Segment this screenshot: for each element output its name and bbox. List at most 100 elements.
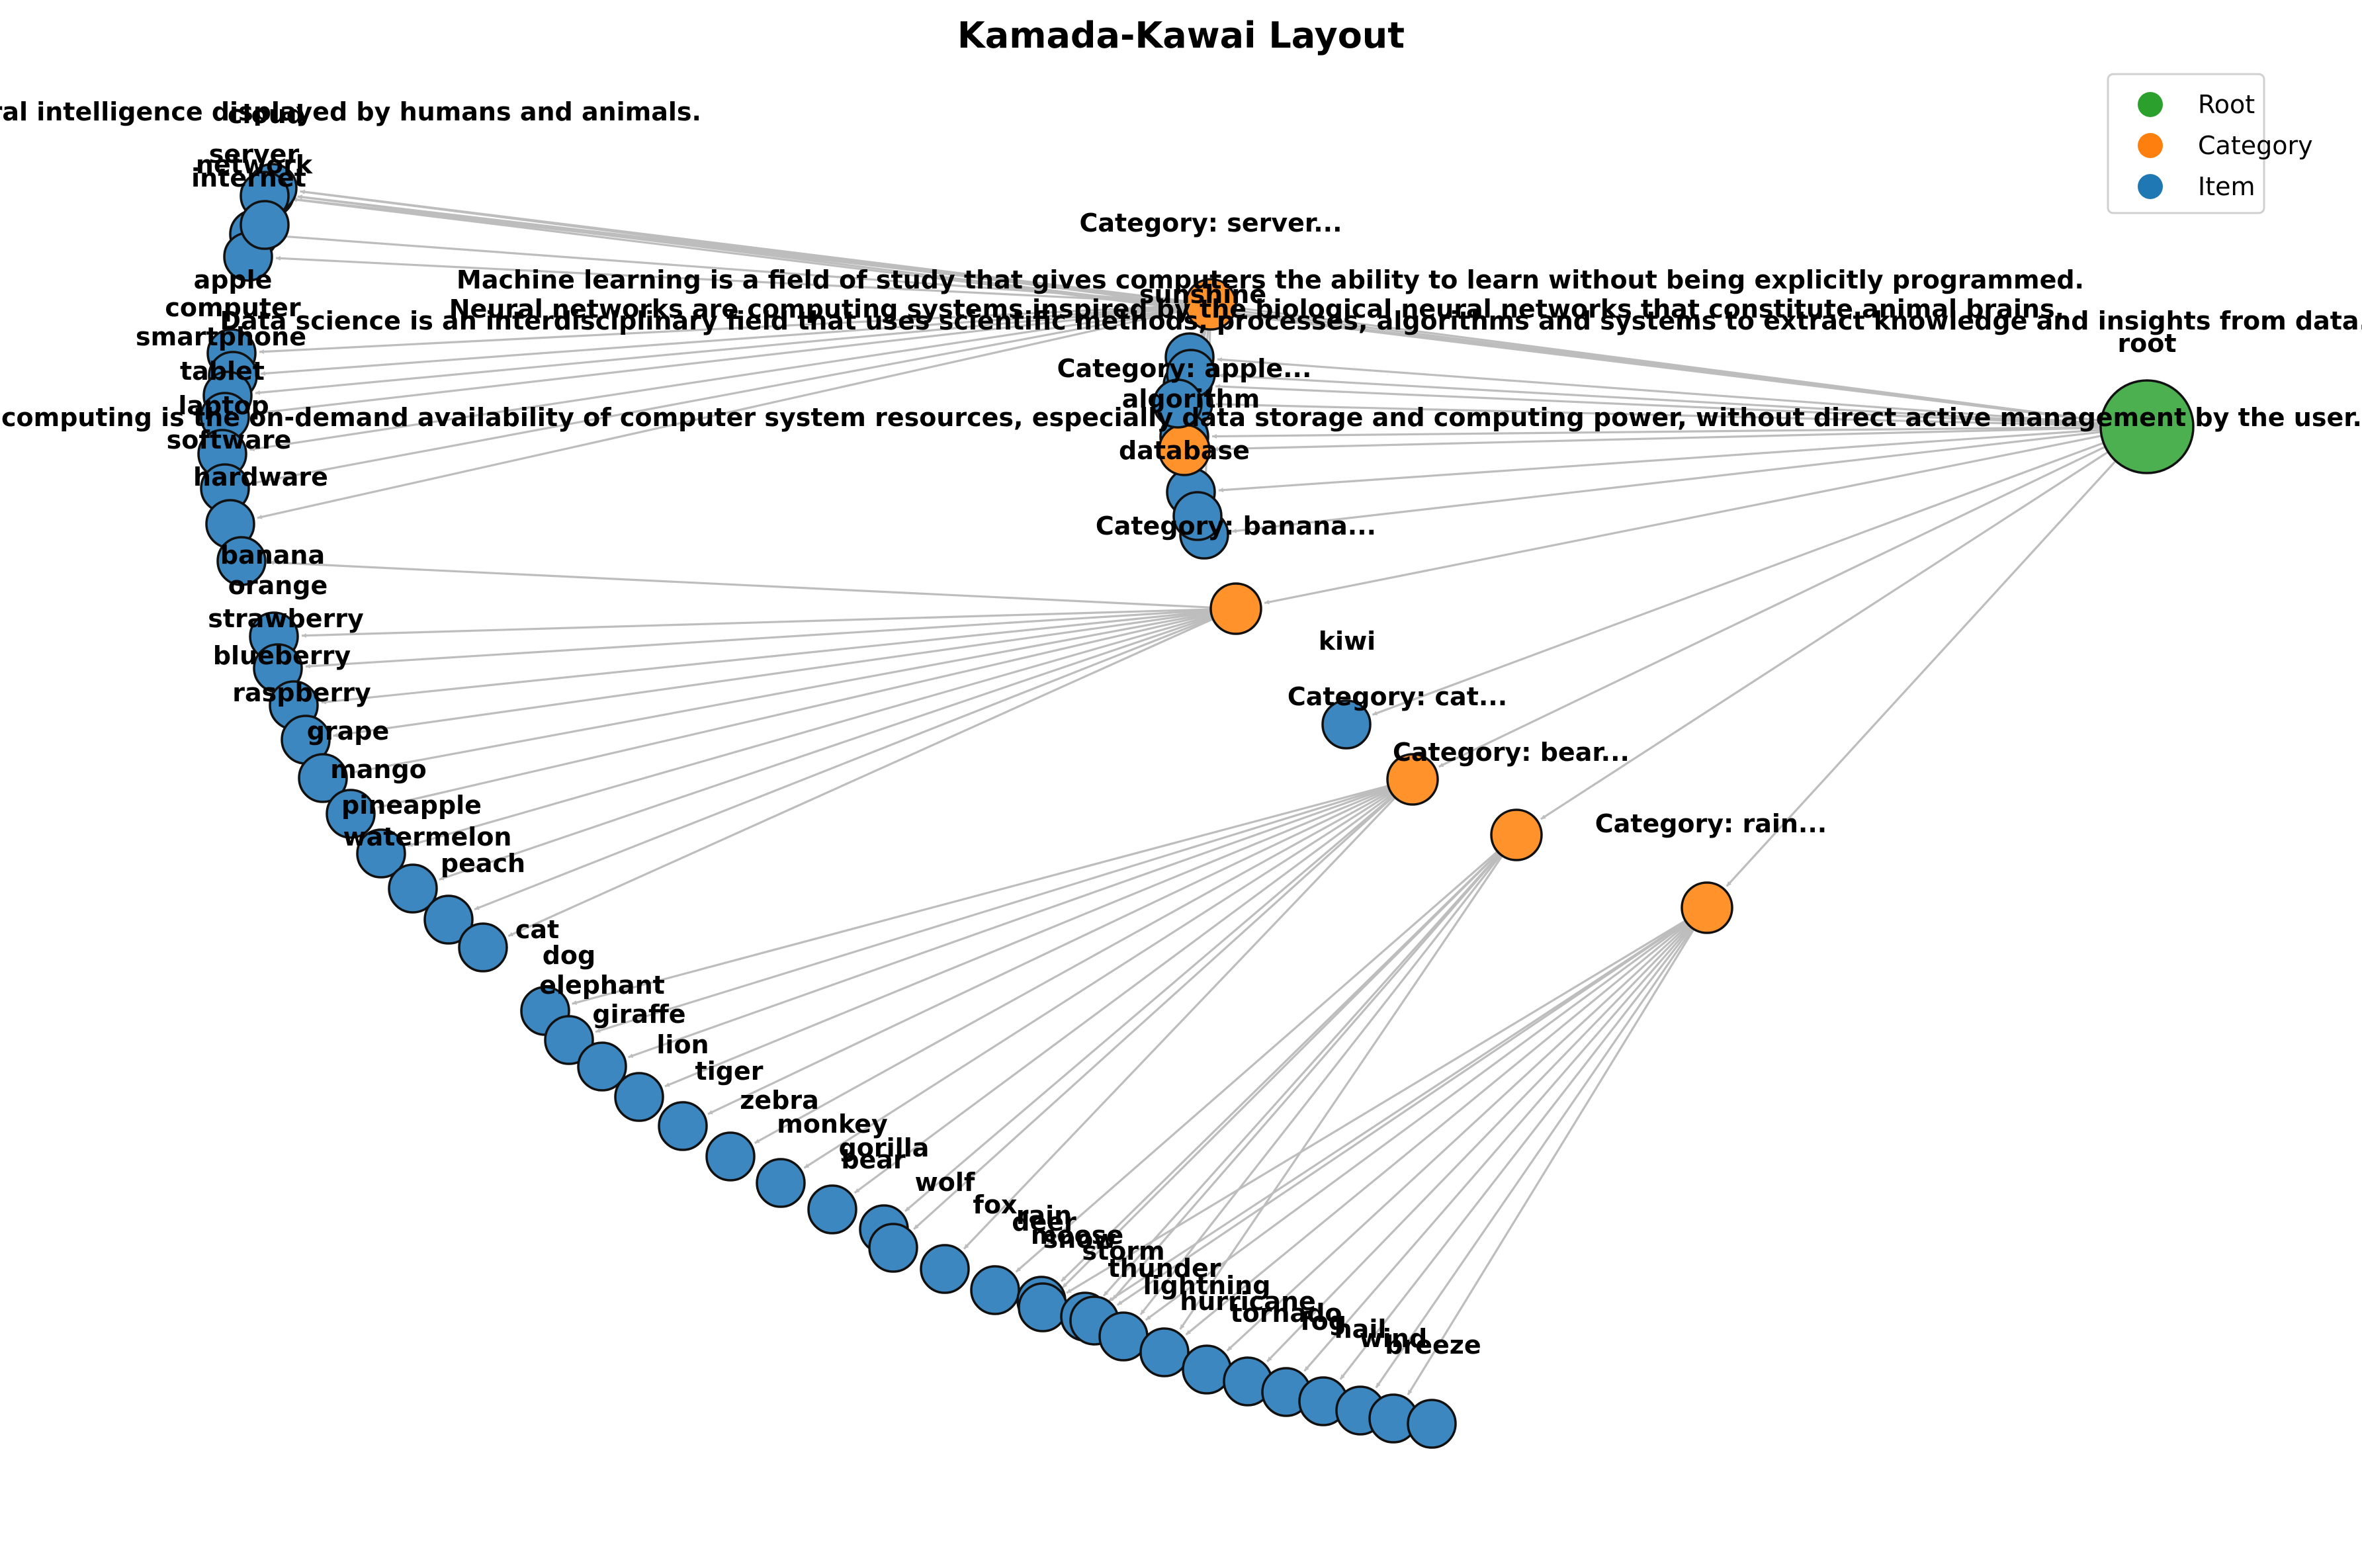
edge-root-to-cat-apple <box>1213 427 2101 452</box>
label-mango: mango <box>330 755 427 784</box>
node-cat <box>458 922 508 973</box>
edge-cat-banana-to-banana <box>269 560 1211 609</box>
edge-root-to-algorithm <box>1218 429 2101 493</box>
edge-cat-server-to-network <box>281 234 1186 304</box>
edge-cat-bear-to-moose <box>1060 851 1499 1282</box>
edge-cat-banana-to-blueberry <box>321 610 1211 705</box>
node-cat-server <box>1184 278 1237 331</box>
edge-cat-rain-to-storm <box>1116 920 1687 1306</box>
node-tiger <box>658 1101 708 1151</box>
label-storm: storm <box>1082 1237 1164 1266</box>
edge-cat-banana-to-cat <box>507 618 1214 937</box>
edge-root-to-cc <box>1211 426 2101 439</box>
label-fox: fox <box>973 1190 1017 1219</box>
edge-cat-cat-to-bear <box>904 795 1395 1212</box>
node-root <box>2099 379 2195 474</box>
edge-cat-rain-to-snow <box>1108 920 1687 1303</box>
legend-label-item: Item <box>2198 172 2255 201</box>
label-cat-bear: Category: bear... <box>1393 738 1630 767</box>
label-cc: Cloud computing is the on-demand availab… <box>0 403 2362 432</box>
label-server: server <box>209 140 300 169</box>
legend-marker-category <box>2138 133 2163 158</box>
node-cat-banana <box>1209 582 1262 635</box>
edge-cat-server-to-apple <box>259 304 1186 355</box>
label-zebra: zebra <box>740 1086 818 1115</box>
edge-cat-banana-to-watermelon <box>439 615 1213 881</box>
label-tornado: tornado <box>1230 1299 1342 1328</box>
label-sunshine: sunshine <box>1139 280 1266 309</box>
label-nn: Neural networks are computing systems in… <box>449 294 2064 324</box>
label-cat-server: Category: server... <box>1079 208 1342 238</box>
label-breeze: breeze <box>1385 1330 1481 1360</box>
node-pineapple <box>356 828 406 879</box>
label-software: software <box>167 425 292 455</box>
label-hardware: hardware <box>193 462 328 492</box>
edge-root-to-database <box>1231 431 2101 533</box>
edge-root-to-ml <box>1217 357 2101 425</box>
edge-root-to-cat-cat <box>1438 445 2106 768</box>
edge-cat-cat-to-monkey <box>803 792 1392 1169</box>
label-rain: rain <box>1016 1201 1072 1230</box>
node-gorilla <box>807 1184 857 1235</box>
label-elephant: elephant <box>539 971 665 1000</box>
node-cat-cat <box>1386 753 1439 806</box>
edge-cat-rain-to-tornado <box>1266 925 1690 1362</box>
label-algorithm: algorithm <box>1122 384 1260 414</box>
legend: Root Category Item <box>2107 73 2313 214</box>
node-cat-rain <box>1681 881 1733 934</box>
edge-root-to-cat-banana <box>1264 435 2102 605</box>
nodes-layer <box>197 163 2195 1449</box>
edge-cat-rain-to-fog <box>1303 926 1692 1372</box>
label-wind: wind <box>1360 1324 1427 1353</box>
node-zebra <box>705 1131 756 1182</box>
node-fox <box>920 1244 970 1294</box>
edge-cat-server-to-hardware <box>257 308 1187 519</box>
edge-cat-cat-to-dog <box>572 785 1389 1005</box>
edge-root-to-kiwi <box>1372 441 2104 716</box>
label-fog: fog <box>1300 1307 1346 1336</box>
edge-cat-banana-to-raspberry <box>333 611 1211 738</box>
label-blueberry: blueberry <box>213 641 351 670</box>
edge-cat-server-to-laptop <box>249 307 1186 452</box>
node-monkey <box>756 1158 806 1208</box>
edge-cat-bear-to-deer <box>1015 850 1499 1273</box>
edge-cat-server-to-computer <box>260 305 1186 376</box>
node-kiwi <box>1321 699 1372 750</box>
node-overlap-0 <box>1407 1399 1457 1449</box>
legend-marker-item <box>2138 174 2163 199</box>
node-giraffe <box>577 1041 627 1092</box>
node-elephant <box>544 1015 594 1065</box>
edge-cat-rain-to-breeze <box>1407 928 1695 1396</box>
edge-cat-rain-to-hurricane <box>1226 924 1690 1352</box>
edge-cat-server-to-smartphone <box>255 305 1186 395</box>
label-hail: hail <box>1334 1315 1387 1344</box>
label-ml: Machine learning is a field of study tha… <box>457 265 2084 294</box>
label-grape: grape <box>307 717 390 746</box>
label-peach: peach <box>441 849 525 878</box>
label-watermelon: watermelon <box>343 822 512 851</box>
label-ai: Artificial intelligence is intelligence … <box>0 97 701 126</box>
label-orange: orange <box>228 571 328 600</box>
edge-cat-server-to-ai <box>297 195 1186 303</box>
edge-cat-bear-to-storm <box>1112 853 1501 1301</box>
node-cat-bear <box>1490 808 1543 861</box>
edge-cat-bear-to-lightning <box>1179 855 1503 1330</box>
label-thunder: thunder <box>1108 1254 1221 1283</box>
label-snow: snow <box>1043 1225 1117 1254</box>
edges-layer <box>249 189 2117 1396</box>
edge-cat-cat-to-lion <box>664 787 1390 1088</box>
edge-cat-server-to-software <box>251 308 1186 485</box>
node-lion <box>614 1072 664 1122</box>
node-watermelon <box>388 863 438 914</box>
node-mango <box>326 789 376 839</box>
node-banana <box>216 536 267 586</box>
edge-root-to-nn <box>1215 384 2101 426</box>
edge-cat-rain-to-rain <box>1066 920 1686 1294</box>
label-giraffe: giraffe <box>592 1000 685 1029</box>
edge-cat-banana-to-mango <box>377 613 1212 809</box>
edge-cat-bear-to-snow <box>1102 853 1501 1297</box>
label-pineapple: pineapple <box>341 791 482 820</box>
label-banana: banana <box>220 541 325 570</box>
label-moose: moose <box>1031 1221 1123 1250</box>
label-cat-cat: Category: cat... <box>1288 682 1507 711</box>
